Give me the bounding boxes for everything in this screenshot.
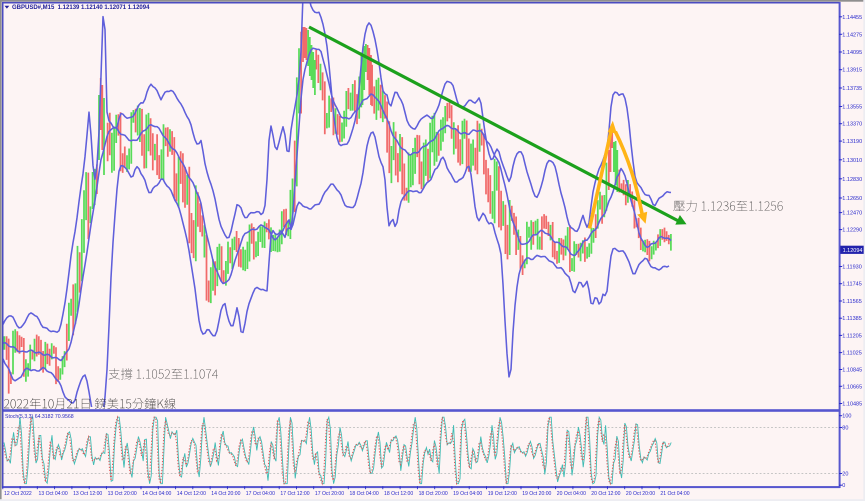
- svg-text:17 Oct 20:00: 17 Oct 20:00: [315, 491, 344, 497]
- svg-text:1.11930: 1.11930: [842, 265, 861, 271]
- svg-text:1.12830: 1.12830: [842, 177, 862, 183]
- svg-text:20 Oct 20:00: 20 Oct 20:00: [626, 491, 655, 497]
- svg-text:21 Oct 04:00: 21 Oct 04:00: [660, 491, 689, 497]
- svg-text:1.14455: 1.14455: [842, 15, 862, 21]
- svg-text:1.12290: 1.12290: [842, 228, 862, 234]
- svg-text:1.13010: 1.13010: [842, 158, 862, 164]
- svg-text:20 Oct 04:00: 20 Oct 04:00: [557, 491, 586, 497]
- svg-text:1.11385: 1.11385: [842, 316, 861, 322]
- svg-text:1.11025: 1.11025: [842, 351, 861, 357]
- svg-text:13 Oct 12:00: 13 Oct 12:00: [73, 491, 102, 497]
- svg-text:1.11565: 1.11565: [842, 299, 861, 305]
- svg-text:80: 80: [842, 426, 848, 432]
- svg-text:18 Oct 04:00: 18 Oct 04:00: [350, 491, 379, 497]
- svg-text:17 Oct 12:00: 17 Oct 12:00: [280, 491, 309, 497]
- svg-text:14 Oct 20:00: 14 Oct 20:00: [211, 491, 240, 497]
- svg-text:1.10485: 1.10485: [842, 402, 862, 408]
- svg-text:1.10665: 1.10665: [842, 384, 862, 390]
- svg-text:1.12470: 1.12470: [842, 211, 862, 217]
- svg-text:1.11205: 1.11205: [842, 333, 861, 339]
- svg-text:1.13555: 1.13555: [842, 105, 862, 111]
- svg-text:1.14275: 1.14275: [842, 32, 862, 38]
- svg-text:1.11745: 1.11745: [842, 282, 861, 288]
- svg-text:100: 100: [842, 414, 851, 420]
- svg-text:1.13915: 1.13915: [842, 68, 862, 74]
- svg-text:13 Oct 04:00: 13 Oct 04:00: [39, 491, 68, 497]
- svg-text:17 Oct 04:00: 17 Oct 04:00: [246, 491, 275, 497]
- svg-text:1.13735: 1.13735: [842, 86, 862, 92]
- svg-text:1.13190: 1.13190: [842, 139, 862, 145]
- svg-text:19 Oct 12:00: 19 Oct 12:00: [488, 491, 517, 497]
- svg-text:14 Oct 12:00: 14 Oct 12:00: [177, 491, 206, 497]
- svg-text:20: 20: [842, 472, 848, 478]
- svg-text:18 Oct 12:00: 18 Oct 12:00: [384, 491, 413, 497]
- svg-text:12 Oct 2022: 12 Oct 2022: [4, 491, 32, 497]
- svg-text:1.10845: 1.10845: [842, 368, 862, 374]
- svg-text:Stoch(5,3,3) 64.3182 70.9568: Stoch(5,3,3) 64.3182 70.9568: [5, 414, 74, 420]
- svg-text:19 Oct 04:00: 19 Oct 04:00: [453, 491, 482, 497]
- svg-text:20 Oct 12:00: 20 Oct 12:00: [591, 491, 620, 497]
- svg-text:19 Oct 20:00: 19 Oct 20:00: [522, 491, 551, 497]
- svg-text:0: 0: [842, 483, 845, 489]
- svg-text:GBPUSD#,M15 1.12139 1.12140 1: GBPUSD#,M15 1.12139 1.12140 1.12071 1.12…: [12, 5, 150, 11]
- svg-text:13 Oct 20:00: 13 Oct 20:00: [108, 491, 137, 497]
- svg-text:1.12094: 1.12094: [843, 248, 863, 254]
- svg-text:1.12650: 1.12650: [842, 196, 862, 202]
- svg-text:1.13370: 1.13370: [842, 122, 862, 128]
- svg-text:18 Oct 20:00: 18 Oct 20:00: [419, 491, 448, 497]
- svg-text:1.14095: 1.14095: [842, 50, 862, 56]
- svg-text:14 Oct 04:00: 14 Oct 04:00: [142, 491, 171, 497]
